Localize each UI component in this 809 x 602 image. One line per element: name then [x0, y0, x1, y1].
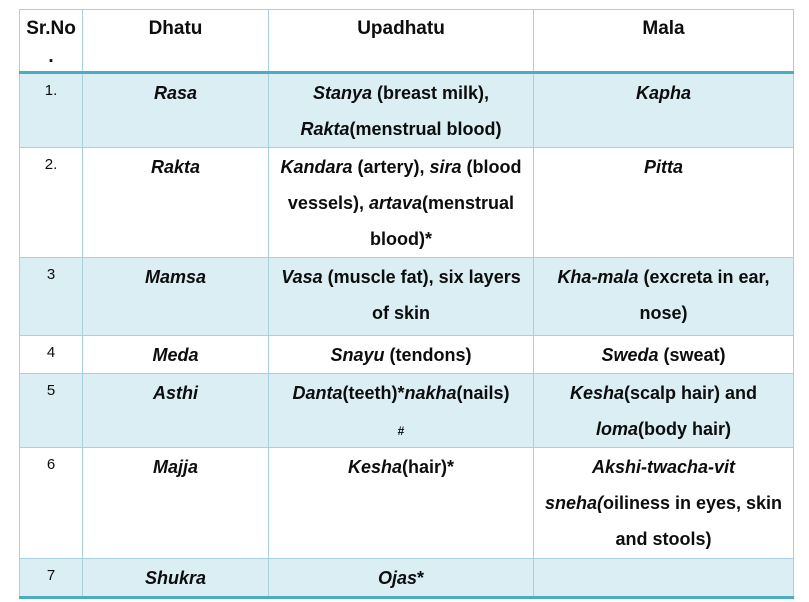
dhatu-cell: Meda — [82, 335, 269, 374]
header-cell-mala: Mala — [533, 9, 794, 74]
mala-cell: Kha-mala (excreta in ear, nose) — [533, 257, 794, 336]
upadhatu-cell: Ojas* — [268, 558, 534, 599]
header-cell-upadhatu: Upadhatu — [268, 9, 534, 74]
upadhatu-cell: Snayu (tendons) — [268, 335, 534, 374]
table-row: 5 Asthi Danta(teeth)*nakha(nails) # Kesha… — [19, 373, 794, 448]
table-row: 1. Rasa Stanya (breast milk), Rakta(mens… — [19, 72, 794, 148]
srno-cell: 5 — [19, 373, 83, 448]
table-row: 7 Shukra Ojas* — [19, 558, 794, 599]
header-cell-dhatu: Dhatu — [82, 9, 269, 74]
table-row: 3 Mamsa Vasa (muscle fat), six layers of… — [19, 257, 794, 336]
mala-cell: Akshi-twacha-vit sneha(oiliness in eyes,… — [533, 447, 794, 559]
srno-cell: 6 — [19, 447, 83, 559]
dhatu-cell: Rasa — [82, 72, 269, 148]
dhatu-cell: Majja — [82, 447, 269, 559]
dhatu-cell: Mamsa — [82, 257, 269, 336]
table-header: Sr.No. Dhatu Upadhatu Mala — [19, 9, 794, 74]
dhatu-upadhatu-mala-table: Sr.No. Dhatu Upadhatu Mala 1. Rasa Stany… — [19, 9, 794, 599]
upadhatu-cell: Stanya (breast milk), Rakta(menstrual bl… — [268, 72, 534, 148]
mala-cell: Sweda (sweat) — [533, 335, 794, 374]
srno-cell: 2. — [19, 147, 83, 258]
header-row: Sr.No. Dhatu Upadhatu Mala — [19, 9, 794, 74]
dhatu-cell: Shukra — [82, 558, 269, 599]
upadhatu-cell: Kandara (artery), sira (blood vessels), … — [268, 147, 534, 258]
srno-cell: 7 — [19, 558, 83, 599]
mala-cell — [533, 558, 794, 599]
upadhatu-cell: Vasa (muscle fat), six layers of skin — [268, 257, 534, 336]
header-srno-label: Sr.No — [26, 18, 76, 39]
table-body: 1. Rasa Stanya (breast milk), Rakta(mens… — [19, 72, 794, 599]
upadhatu-cell: Danta(teeth)*nakha(nails) # — [268, 373, 534, 448]
dhatu-cell: Rakta — [82, 147, 269, 258]
header-cell-srno: Sr.No. — [19, 9, 83, 74]
srno-cell: 1. — [19, 72, 83, 148]
srno-cell: 3 — [19, 257, 83, 336]
table-row: 2. Rakta Kandara (artery), sira (blood v… — [19, 147, 794, 258]
upadhatu-cell: Kesha(hair)* — [268, 447, 534, 559]
dhatu-cell: Asthi — [82, 373, 269, 448]
header-srno-period: . — [48, 46, 54, 67]
table-row: 4 Meda Snayu (tendons) Sweda (sweat) — [19, 335, 794, 374]
srno-cell: 4 — [19, 335, 83, 374]
table-row: 6 Majja Kesha(hair)* Akshi-twacha-vit sn… — [19, 447, 794, 559]
mala-cell: Pitta — [533, 147, 794, 258]
mala-cell: Kesha(scalp hair) and loma(body hair) — [533, 373, 794, 448]
mala-cell: Kapha — [533, 72, 794, 148]
